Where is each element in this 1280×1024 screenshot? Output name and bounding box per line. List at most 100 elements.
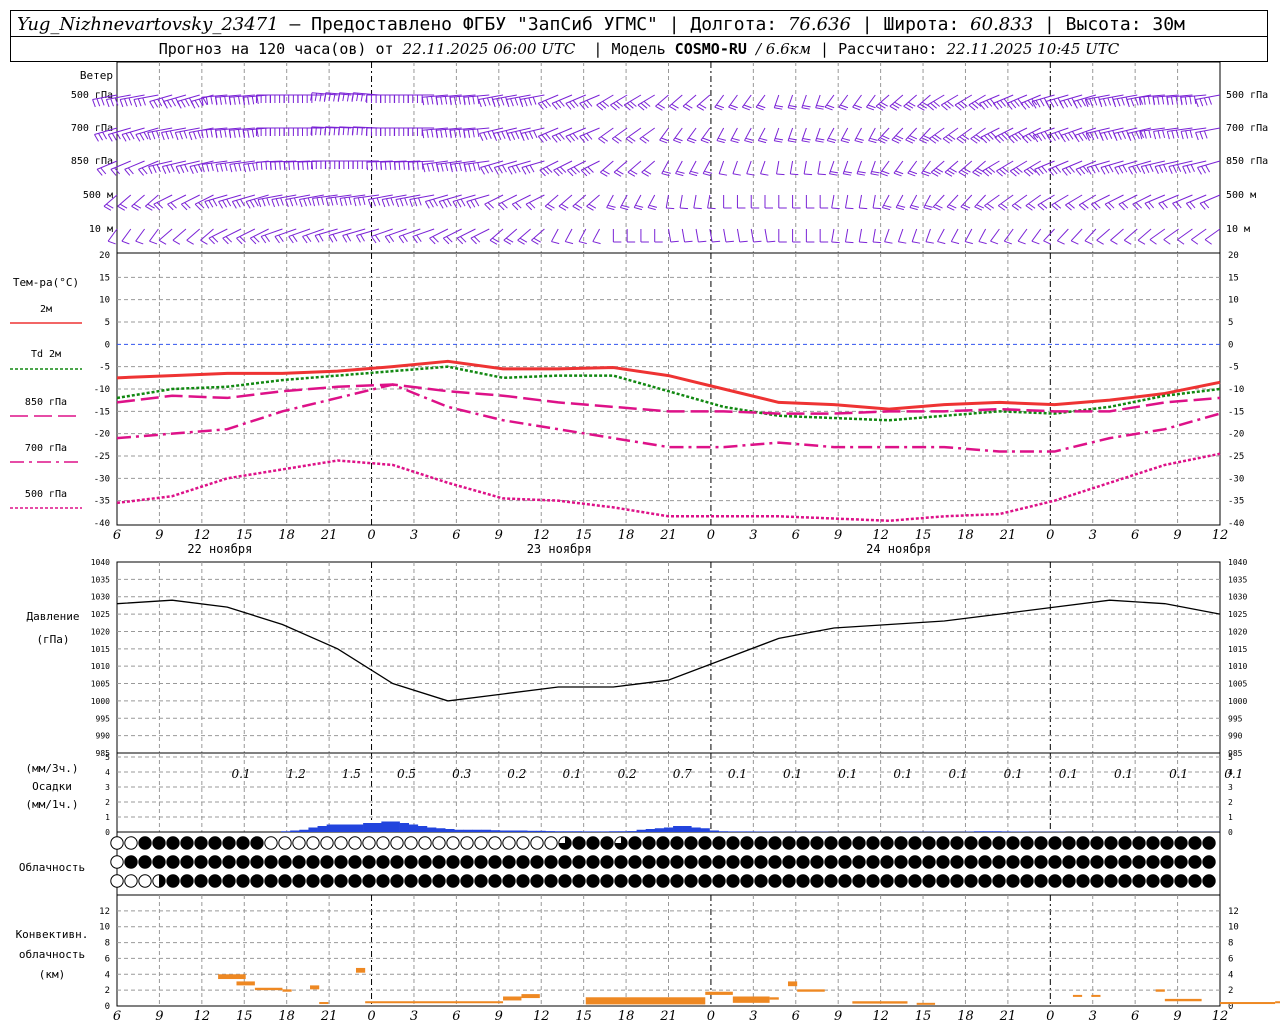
wind-barb-flag — [573, 166, 581, 173]
wind-barb-staff — [707, 194, 711, 209]
model-name: COSMO-RU — [674, 40, 747, 58]
cloud-circle — [516, 836, 530, 850]
cloud-symbol-upper — [558, 836, 572, 850]
cloud-symbol-lower — [1062, 874, 1076, 888]
wind-barb-flag — [586, 205, 594, 211]
temp-tick-right: 10 — [1228, 296, 1239, 306]
wind-barb-flag — [895, 135, 904, 140]
cloud-symbol-lower — [1160, 874, 1174, 888]
wind-barb-flag — [135, 240, 144, 245]
wind-level-label-right: 500 гПа — [1226, 90, 1268, 101]
press-tick-left: 1000 — [91, 697, 110, 706]
cloud-fill-full — [1160, 836, 1174, 850]
wind-barb-flag — [584, 168, 591, 175]
wind-barb-staff — [919, 127, 931, 141]
cloud-fill-full — [712, 855, 726, 869]
wind-barb-flag — [1135, 202, 1142, 209]
wind-barb-flag — [1201, 166, 1206, 174]
cloud-fill-full — [502, 874, 516, 888]
wind-barb-flag — [476, 128, 480, 138]
wind-barb-flag — [180, 203, 188, 211]
wind-barb-flag — [1182, 166, 1187, 174]
wind-barb-flag — [1199, 98, 1204, 107]
conv-cloud-bar — [852, 1001, 908, 1004]
wind-barb-flag — [279, 161, 281, 170]
wind-barb-flag — [1020, 103, 1027, 110]
wind-barb-staff — [1084, 228, 1097, 242]
wind-barb-flag — [380, 162, 382, 171]
wind-barb-flag — [389, 161, 392, 170]
cloud-circle — [110, 836, 124, 850]
cloud-symbol-lower — [292, 874, 306, 888]
cloud-symbol-lower — [502, 874, 516, 888]
cloud-symbol-middle — [824, 855, 838, 869]
wind-barb-flag — [145, 205, 153, 211]
cloud-fill-full — [1118, 855, 1132, 869]
wind-barb-flag — [228, 97, 232, 106]
wind-level-label-left: 850 гПа — [71, 156, 113, 167]
prec-bar — [591, 831, 601, 832]
wind-barb-flag — [432, 236, 439, 243]
wind-barb-flag — [1180, 131, 1184, 140]
wind-barb-staff — [744, 127, 752, 141]
cloud-fill-full — [292, 855, 306, 869]
wind-barb-flag — [1077, 100, 1082, 108]
wind-barb-flag — [449, 130, 452, 139]
wind-barb-flag — [1068, 166, 1075, 173]
cloud-fill-full — [698, 874, 712, 888]
hour-tick-label: 15 — [575, 528, 592, 543]
wind-barb-flag — [156, 130, 160, 139]
wind-barb-flag — [884, 241, 893, 244]
wind-barb-flag — [1139, 131, 1143, 140]
wind-barb-flag — [669, 105, 677, 111]
cloud-fill-full — [572, 874, 586, 888]
wind-barb-staff — [881, 194, 890, 208]
wind-barb-flag — [1085, 131, 1092, 139]
wind-barb-staff — [741, 94, 752, 108]
wind-barb-flag — [959, 136, 967, 142]
wind-barb-staff — [1031, 228, 1042, 242]
wind-barb-flag — [127, 167, 134, 175]
wind-barb-flag — [898, 241, 907, 244]
temp-legend-label: 500 гПа — [25, 489, 67, 500]
wind-barb-flag — [960, 206, 969, 211]
wind-barb-flag — [100, 167, 107, 175]
cloud-fill-full — [1076, 836, 1090, 850]
cloud-symbol-lower — [810, 874, 824, 888]
wind-barb-flag — [265, 161, 268, 170]
cloud-fill-full — [614, 874, 628, 888]
wind-barb-flag — [745, 137, 754, 141]
wind-barb-flag — [225, 236, 233, 243]
wind-barb-flag — [442, 200, 448, 208]
wind-barb-flag — [868, 140, 877, 144]
wind-barb-flag — [206, 163, 210, 172]
wind-barb-staff — [688, 160, 697, 174]
prec-bar — [363, 823, 373, 832]
wind-barb-flag — [261, 198, 266, 207]
wind-barb-staff — [787, 94, 794, 108]
wind-barb-flag — [202, 97, 208, 106]
wind-barb-flag — [519, 99, 524, 108]
wind-barb-flag — [446, 236, 453, 243]
wind-barb-flag — [152, 165, 157, 173]
wind-barb-staff — [1177, 228, 1193, 241]
wind-barb-flag — [293, 197, 298, 206]
cloud-symbol-lower — [404, 874, 418, 888]
wind-barb-flag — [183, 130, 188, 139]
temp-tick-right: -35 — [1228, 497, 1244, 507]
wind-barb-staff — [260, 228, 283, 237]
wind-barb-flag — [1065, 204, 1072, 211]
conv-cloud-bar — [310, 985, 320, 990]
cloud-symbol-middle — [1174, 855, 1188, 869]
cloud-fill-full — [1146, 836, 1160, 850]
temp-tick-right: -10 — [1228, 385, 1244, 395]
wind-barb-flag — [933, 100, 941, 107]
wind-barb-flag — [102, 131, 108, 140]
cloud-symbol-middle — [978, 855, 992, 869]
wind-barb-flag — [570, 168, 577, 175]
prec-bar — [691, 827, 701, 832]
cloud-symbol-middle — [278, 855, 292, 869]
wind-barb-flag — [582, 101, 589, 109]
wind-barb-flag — [460, 236, 467, 243]
wind-barb-flag — [909, 135, 918, 140]
